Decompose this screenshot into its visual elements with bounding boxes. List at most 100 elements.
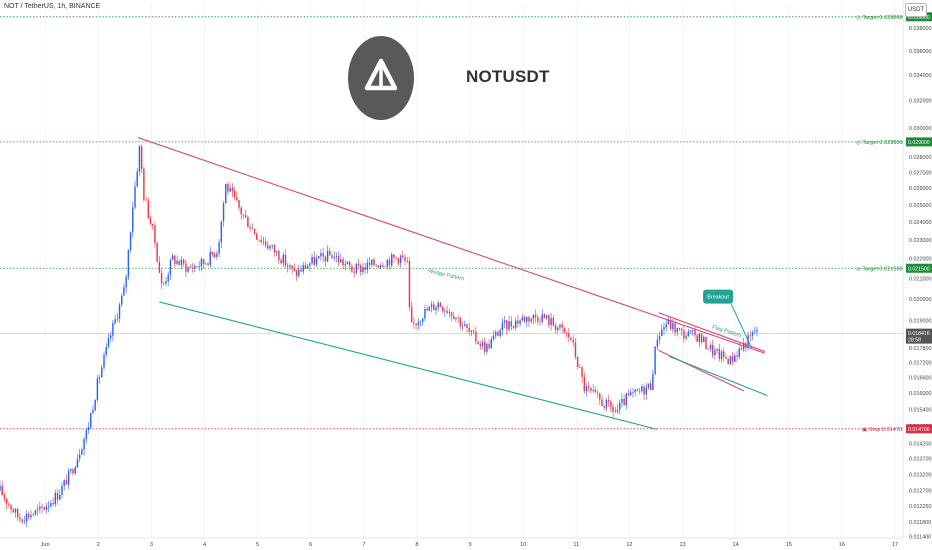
time-axis[interactable]: Jun 2 3 4 5 6 7 8 9 10 11 12 13 14 15 16 17 bbox=[0, 537, 903, 548]
y-tick-label: 0.038000 bbox=[909, 26, 931, 32]
last-price-badge bbox=[906, 328, 932, 344]
candle-body bbox=[678, 328, 681, 330]
candle-body bbox=[12, 509, 14, 513]
candle-body bbox=[382, 265, 384, 267]
candle-body bbox=[422, 318, 424, 322]
candle-body bbox=[61, 485, 63, 495]
y-tick-label: 0.022000 bbox=[909, 257, 931, 263]
candle-body bbox=[667, 319, 670, 325]
x-tick-label: 3 bbox=[150, 542, 153, 548]
flag-upper-line bbox=[658, 312, 766, 353]
candle-body bbox=[747, 335, 749, 348]
candle-body bbox=[189, 267, 192, 268]
candle-body bbox=[638, 390, 641, 392]
candle-body bbox=[222, 203, 225, 222]
candle-body bbox=[324, 256, 327, 262]
candle-body bbox=[28, 513, 30, 518]
candle-body bbox=[568, 333, 570, 338]
candle-body bbox=[424, 308, 426, 319]
x-tick-label: 2 bbox=[97, 542, 100, 548]
candle-body bbox=[169, 260, 172, 275]
candle-body bbox=[273, 245, 276, 253]
y-tick-label: 0.015400 bbox=[909, 407, 931, 413]
candle-body bbox=[433, 304, 435, 311]
x-tick-label: 13 bbox=[679, 542, 685, 548]
candle-body bbox=[23, 521, 26, 523]
candle-body bbox=[300, 269, 302, 272]
candle-body bbox=[630, 392, 632, 396]
currency-selector[interactable]: USDT bbox=[905, 3, 927, 17]
candle-body bbox=[165, 280, 167, 284]
target-3-badge-label: 0.039000 bbox=[908, 15, 930, 21]
candle-body bbox=[271, 245, 273, 247]
candle-body bbox=[30, 515, 32, 518]
candle-body bbox=[751, 332, 754, 336]
candle-body bbox=[492, 335, 495, 340]
candle-body bbox=[661, 329, 663, 337]
candle-body bbox=[194, 266, 196, 269]
candle-body bbox=[621, 398, 623, 403]
y-tick-label: 0.014200 bbox=[909, 442, 931, 448]
candle-body bbox=[167, 274, 169, 281]
candle-body bbox=[475, 331, 477, 342]
candle-body bbox=[519, 320, 521, 324]
candle-body bbox=[151, 223, 154, 226]
candle-body bbox=[317, 256, 320, 259]
candle-body bbox=[526, 316, 528, 322]
candle-body bbox=[709, 345, 712, 350]
candle-body bbox=[371, 259, 373, 265]
candle-body bbox=[685, 336, 687, 339]
candle-body bbox=[410, 307, 413, 323]
candle-body bbox=[344, 264, 346, 266]
x-tick-label: 16 bbox=[839, 542, 845, 548]
candle-body bbox=[326, 250, 329, 262]
candle-body bbox=[231, 187, 234, 192]
candle-body bbox=[430, 304, 433, 307]
candle-body bbox=[570, 337, 572, 341]
candle-body bbox=[669, 319, 672, 330]
candle-body bbox=[545, 315, 548, 319]
candle-body bbox=[92, 410, 94, 414]
candle-body bbox=[227, 183, 229, 192]
y-tick-label: 0.012700 bbox=[909, 489, 931, 495]
candle-body bbox=[236, 196, 238, 201]
candle-body bbox=[32, 514, 34, 516]
candle-body bbox=[171, 255, 174, 261]
candle-body bbox=[205, 263, 207, 265]
candle-body bbox=[216, 253, 218, 257]
candle-body bbox=[532, 314, 535, 319]
candle-body bbox=[163, 283, 165, 285]
candle-body bbox=[180, 259, 183, 265]
candle-body bbox=[674, 323, 676, 333]
candle-body bbox=[298, 269, 300, 276]
candle-body bbox=[402, 255, 404, 258]
candle-body bbox=[331, 255, 333, 259]
x-tick-label: 8 bbox=[415, 542, 418, 548]
candle-body bbox=[610, 401, 612, 407]
candle-body bbox=[306, 265, 309, 269]
last-price-value: 0.018416 bbox=[908, 331, 930, 337]
candle-body bbox=[56, 492, 59, 500]
symbol-info: NOT / TetherUS, 1h, BINANCE bbox=[4, 3, 101, 10]
x-tick-label: 6 bbox=[309, 542, 312, 548]
candle-body bbox=[585, 386, 588, 392]
y-tick-label: 0.024000 bbox=[909, 220, 931, 226]
candle-body bbox=[8, 503, 10, 505]
candle-body bbox=[158, 261, 161, 273]
price-axis[interactable]: 0.011400 0.011800 0.012250 0.012700 0.013200… bbox=[902, 0, 932, 550]
candle-body bbox=[404, 257, 406, 261]
candle-body bbox=[399, 255, 402, 264]
candle-body bbox=[36, 509, 39, 511]
candle-body bbox=[269, 246, 271, 249]
candle-body bbox=[302, 265, 304, 272]
candle-body bbox=[258, 239, 260, 241]
candle-body bbox=[632, 392, 634, 393]
candle-body bbox=[63, 480, 65, 486]
candle-body bbox=[541, 314, 543, 323]
candle-body bbox=[596, 392, 599, 394]
candle-body bbox=[154, 225, 156, 244]
candle-body bbox=[280, 260, 282, 264]
candle-body bbox=[663, 327, 665, 330]
candle-body bbox=[391, 254, 393, 266]
